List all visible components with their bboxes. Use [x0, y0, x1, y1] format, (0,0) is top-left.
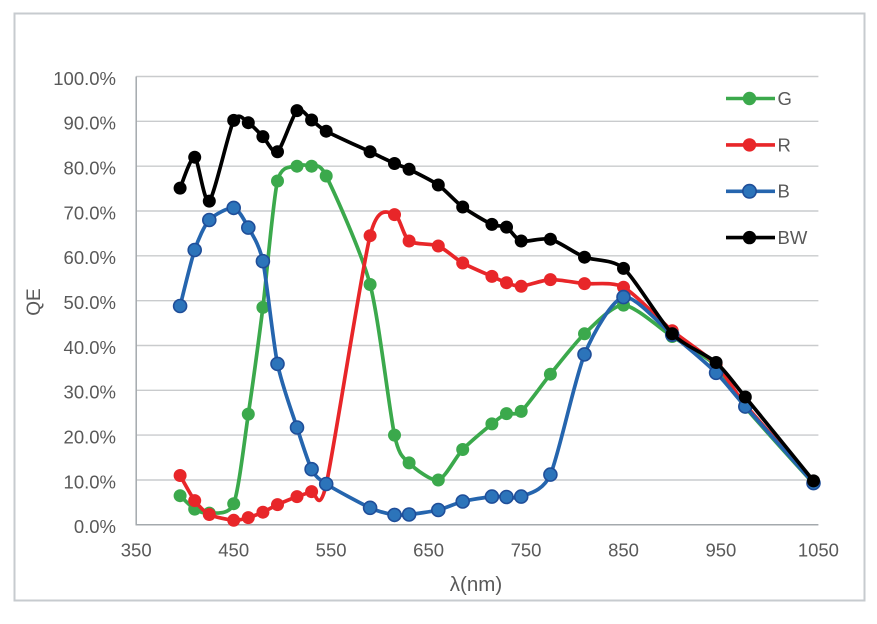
- svg-text:λ(nm): λ(nm): [450, 573, 502, 596]
- svg-text:30.0%: 30.0%: [64, 382, 116, 403]
- svg-text:650: 650: [413, 540, 444, 561]
- svg-text:60.0%: 60.0%: [64, 247, 116, 268]
- svg-text:10.0%: 10.0%: [64, 471, 116, 492]
- svg-text:1050: 1050: [798, 540, 839, 561]
- svg-text:40.0%: 40.0%: [64, 337, 116, 358]
- svg-text:20.0%: 20.0%: [64, 427, 116, 448]
- svg-text:90.0%: 90.0%: [64, 113, 116, 134]
- svg-text:BW: BW: [778, 227, 808, 248]
- svg-text:B: B: [778, 181, 790, 202]
- svg-text:450: 450: [218, 540, 249, 561]
- svg-text:70.0%: 70.0%: [64, 202, 116, 223]
- svg-text:0.0%: 0.0%: [74, 516, 116, 537]
- svg-text:G: G: [778, 88, 792, 109]
- svg-text:550: 550: [316, 540, 347, 561]
- svg-text:80.0%: 80.0%: [64, 158, 116, 179]
- svg-text:950: 950: [705, 540, 736, 561]
- svg-text:QE: QE: [24, 288, 45, 315]
- svg-text:850: 850: [608, 540, 639, 561]
- svg-text:350: 350: [121, 540, 152, 561]
- svg-text:50.0%: 50.0%: [64, 292, 116, 313]
- svg-text:750: 750: [511, 540, 542, 561]
- svg-text:100.0%: 100.0%: [53, 68, 116, 89]
- svg-text:R: R: [778, 134, 791, 155]
